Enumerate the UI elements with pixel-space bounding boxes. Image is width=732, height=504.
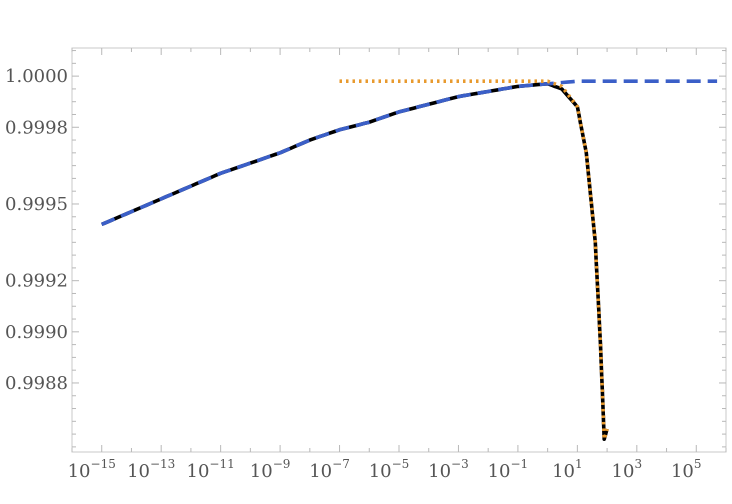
- x-tick-label: 101: [552, 457, 583, 482]
- series-line-dotted: [339, 79, 609, 441]
- x-axis-tick-labels: 10−15 10−13 10−11 10−9 10−7 10−5 10−3 10−1 101 10…: [68, 457, 702, 482]
- x-tick-label: 10−13: [127, 457, 175, 482]
- x-tick-label: 10−9: [250, 457, 291, 482]
- axis-ticks: [71, 48, 727, 452]
- x-tick-label: 10−1: [488, 457, 529, 482]
- y-tick-label: 0.9990: [5, 322, 68, 343]
- x-tick-label: 103: [612, 457, 643, 482]
- x-tick-label: 10−5: [369, 457, 410, 482]
- series-layer: [101, 79, 718, 441]
- x-tick-label: 10−11: [187, 457, 235, 482]
- x-tick-label: 10−3: [428, 457, 469, 482]
- plot-frame: [71, 47, 727, 453]
- y-tick-label: 1.0000: [5, 66, 68, 87]
- series-line-dashed: [101, 79, 718, 227]
- x-tick-label: 10−15: [68, 457, 116, 482]
- y-tick-label: 0.9992: [5, 271, 68, 292]
- y-tick-label: 0.9998: [5, 117, 68, 138]
- y-tick-label: 0.9995: [5, 194, 68, 215]
- y-tick-label: 0.9988: [5, 373, 68, 394]
- x-tick-label: 105: [671, 457, 702, 482]
- series-line-solid: [101, 82, 609, 441]
- x-tick-label: 10−7: [309, 457, 350, 482]
- y-axis-tick-labels: 1.0000 0.9998 0.9995 0.9992 0.9990 0.9988: [5, 66, 68, 394]
